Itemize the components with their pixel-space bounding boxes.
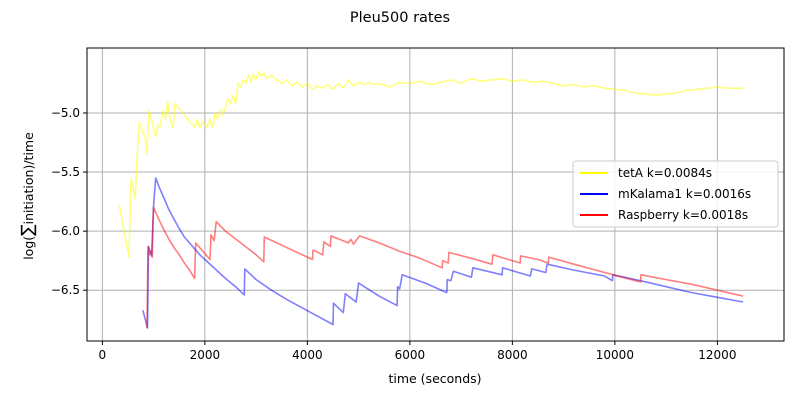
x-axis-label: time (seconds)	[388, 371, 481, 386]
legend-box	[572, 160, 779, 228]
legend: tetA k=0.0084s mKalama1 k=0.0016s Raspbe…	[572, 160, 779, 228]
x-tick-label: 0	[99, 348, 107, 362]
legend-label-raspberry: Raspberry k=0.0018s	[618, 208, 748, 222]
x-tick-label: 8000	[497, 348, 528, 362]
x-axis: 0 2000 4000 6000 8000 10000 12000	[99, 341, 736, 362]
chart-title: Pleu500 rates	[350, 10, 450, 26]
x-tick-label: 10000	[596, 348, 634, 362]
plot-frame	[86, 47, 785, 342]
y-axis-label-prefix: log(	[21, 236, 36, 260]
x-tick-label: 4000	[292, 348, 323, 362]
legend-label-teta: tetA k=0.0084s	[618, 166, 712, 180]
x-tick-label: 2000	[190, 348, 221, 362]
series-line-teta	[118, 70, 743, 258]
x-tick-label: 6000	[395, 348, 426, 362]
y-tick-label: −5.5	[51, 165, 80, 179]
y-tick-label: −6.5	[51, 283, 80, 297]
y-axis-label-sum-symbol: ∑	[18, 224, 38, 236]
series-line-mkalama1	[142, 177, 744, 329]
plot-area	[118, 70, 744, 329]
y-axis-label-suffix: initiation)/time	[21, 132, 36, 224]
legend-label-mkalama1: mKalama1 k=0.0016s	[618, 187, 751, 201]
y-tick-label: −5.0	[51, 106, 80, 120]
y-axis: −6.5 −6.0 −5.5 −5.0	[51, 106, 87, 297]
y-axis-label: log(∑initiation)/time	[18, 132, 38, 260]
x-tick-label: 12000	[698, 348, 736, 362]
y-tick-label: −6.0	[51, 224, 80, 238]
series-line-raspberry	[146, 206, 744, 329]
